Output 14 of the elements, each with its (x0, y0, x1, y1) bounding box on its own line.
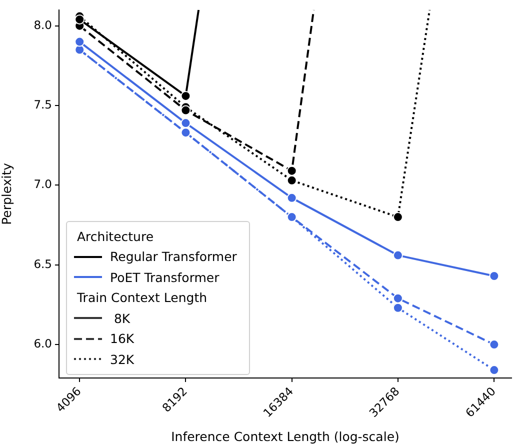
y-tick-label: 7.5 (34, 97, 52, 112)
legend-title: Architecture (77, 228, 154, 244)
x-axis-title: Inference Context Length (log-scale) (171, 428, 400, 444)
y-tick-label: 6.5 (34, 256, 52, 271)
legend-label: Regular Transformer (110, 249, 237, 264)
y-axis-title: Perplexity (0, 162, 14, 225)
y-tick-label: 6.0 (34, 336, 52, 351)
legend-label: PoET Transformer (110, 270, 220, 285)
annotation: 16K (110, 331, 134, 346)
y-tick-label: 8.0 (34, 18, 52, 32)
annotation: Train Context Length (77, 290, 208, 306)
annotation: 8K (112, 310, 130, 326)
y-tick-label: 7.0 (34, 177, 52, 192)
annotation: 32K (110, 352, 134, 367)
